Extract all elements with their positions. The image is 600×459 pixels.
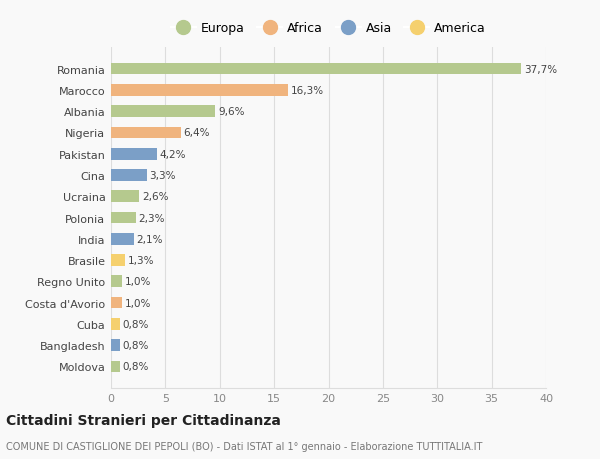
- Bar: [111, 318, 120, 330]
- Bar: [111, 234, 134, 245]
- Bar: [111, 191, 139, 202]
- Text: 4,2%: 4,2%: [160, 149, 186, 159]
- Bar: [111, 255, 125, 266]
- Legend: Europa, Africa, Asia, America: Europa, Africa, Asia, America: [166, 17, 491, 40]
- Text: 16,3%: 16,3%: [291, 86, 324, 95]
- Text: 37,7%: 37,7%: [524, 64, 557, 74]
- Text: 0,8%: 0,8%: [122, 341, 149, 350]
- Text: 2,3%: 2,3%: [139, 213, 165, 223]
- Text: 0,8%: 0,8%: [122, 319, 149, 329]
- Text: 9,6%: 9,6%: [218, 107, 245, 117]
- Bar: [111, 297, 122, 309]
- Text: 1,0%: 1,0%: [125, 277, 151, 287]
- Text: Cittadini Stranieri per Cittadinanza: Cittadini Stranieri per Cittadinanza: [6, 414, 281, 428]
- Text: 1,3%: 1,3%: [128, 256, 154, 265]
- Text: 0,8%: 0,8%: [122, 362, 149, 372]
- Bar: [111, 106, 215, 118]
- Text: 6,4%: 6,4%: [184, 128, 210, 138]
- Text: 2,1%: 2,1%: [137, 234, 163, 244]
- Bar: [111, 340, 120, 351]
- Bar: [111, 85, 288, 96]
- Text: 1,0%: 1,0%: [125, 298, 151, 308]
- Text: 2,6%: 2,6%: [142, 192, 169, 202]
- Text: COMUNE DI CASTIGLIONE DEI PEPOLI (BO) - Dati ISTAT al 1° gennaio - Elaborazione : COMUNE DI CASTIGLIONE DEI PEPOLI (BO) - …: [6, 441, 482, 451]
- Text: 3,3%: 3,3%: [149, 171, 176, 180]
- Bar: [111, 276, 122, 287]
- Bar: [111, 170, 147, 181]
- Bar: [111, 64, 521, 75]
- Bar: [111, 212, 136, 224]
- Bar: [111, 361, 120, 372]
- Bar: [111, 149, 157, 160]
- Bar: [111, 127, 181, 139]
